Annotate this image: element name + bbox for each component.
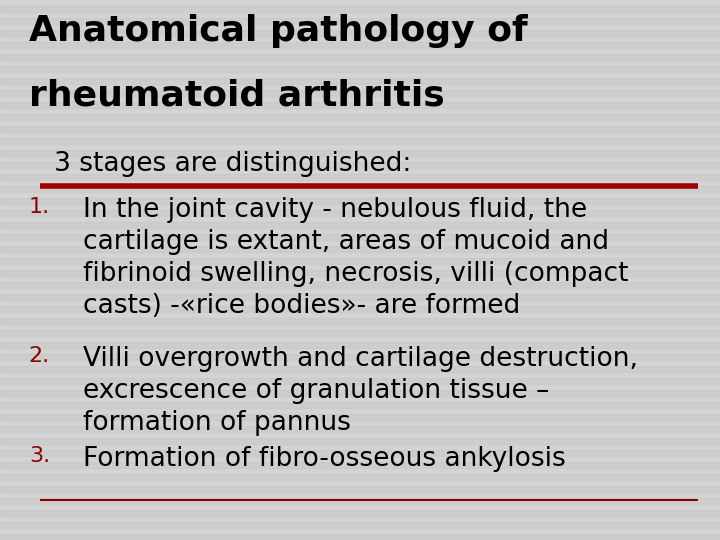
Text: 3.: 3. [29, 446, 50, 465]
Bar [0, 402, 720, 408]
Text: Villi overgrowth and cartilage destruction,
excrescence of granulation tissue –
: Villi overgrowth and cartilage destructi… [83, 346, 638, 436]
Bar [0, 186, 720, 192]
Bar [0, 270, 720, 276]
Bar [0, 282, 720, 288]
Bar [0, 42, 720, 48]
Bar [0, 378, 720, 384]
Text: rheumatoid arthritis: rheumatoid arthritis [29, 78, 444, 112]
Bar [0, 390, 720, 396]
Bar [0, 294, 720, 300]
Text: 3 stages are distinguished:: 3 stages are distinguished: [29, 151, 411, 177]
Bar [0, 114, 720, 120]
Bar [0, 18, 720, 24]
Bar [0, 330, 720, 336]
Text: Anatomical pathology of: Anatomical pathology of [29, 14, 528, 48]
Bar [0, 534, 720, 540]
Bar [0, 498, 720, 504]
Bar [0, 150, 720, 156]
Bar [0, 90, 720, 96]
Bar [0, 210, 720, 216]
Bar [0, 66, 720, 72]
Bar [0, 246, 720, 252]
Bar [0, 78, 720, 84]
Bar [0, 306, 720, 312]
Bar [0, 354, 720, 360]
Bar [0, 486, 720, 492]
Bar [0, 414, 720, 420]
Bar [0, 174, 720, 180]
Bar [0, 426, 720, 432]
Text: In the joint cavity - nebulous fluid, the
cartilage is extant, areas of mucoid a: In the joint cavity - nebulous fluid, th… [83, 197, 629, 319]
Bar [0, 474, 720, 480]
Bar [0, 258, 720, 264]
Bar [0, 198, 720, 204]
Bar [0, 138, 720, 144]
Bar [0, 222, 720, 228]
Bar [0, 522, 720, 528]
Bar [0, 438, 720, 444]
Bar [0, 102, 720, 108]
Bar [0, 510, 720, 516]
Bar [0, 6, 720, 12]
Text: 1.: 1. [29, 197, 50, 217]
Bar [0, 126, 720, 132]
Bar [0, 30, 720, 36]
Bar [0, 162, 720, 168]
Bar [0, 342, 720, 348]
Bar [0, 54, 720, 60]
Bar [0, 234, 720, 240]
Bar [0, 450, 720, 456]
Bar [0, 318, 720, 324]
Bar [0, 462, 720, 468]
Bar [0, 366, 720, 372]
Text: 2.: 2. [29, 346, 50, 366]
Text: Formation of fibro-osseous ankylosis: Formation of fibro-osseous ankylosis [83, 446, 565, 471]
